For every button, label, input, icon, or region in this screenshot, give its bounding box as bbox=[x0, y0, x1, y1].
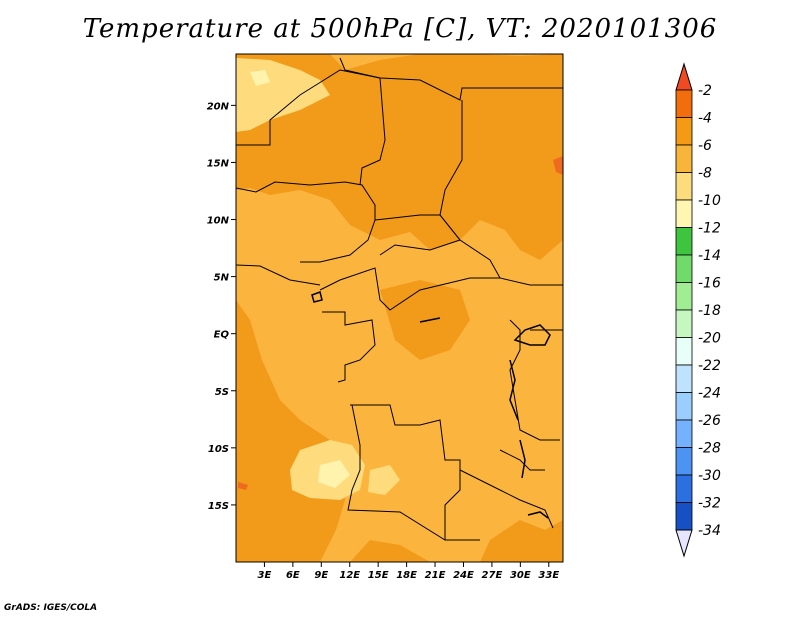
lon-tick-label: 18E bbox=[396, 570, 417, 581]
temperature-region-minus4 bbox=[380, 280, 470, 360]
lon-tick-label: 30E bbox=[510, 570, 531, 581]
temperature-region-minus2 bbox=[238, 482, 248, 490]
colorbar-label: -34 bbox=[698, 523, 721, 539]
colorbar-label: -30 bbox=[698, 468, 721, 484]
colorbar-label: -24 bbox=[698, 386, 721, 402]
colorbar-label: -22 bbox=[698, 358, 721, 374]
lon-tick-label: 33E bbox=[538, 570, 559, 581]
grads-credit: GrADS: IGES/COLA bbox=[4, 603, 98, 613]
colorbar-label: -32 bbox=[698, 496, 721, 512]
colorbar-label: -18 bbox=[698, 303, 721, 319]
temperature-region-minus4 bbox=[236, 54, 563, 260]
colorbar-label: -28 bbox=[698, 441, 721, 457]
colorbar-segment bbox=[675, 172, 693, 201]
map-frame bbox=[235, 53, 564, 563]
lat-tick-label: 10S bbox=[208, 444, 229, 455]
temperature-region-minus10 bbox=[250, 70, 270, 86]
lon-tick-label: 6E bbox=[286, 570, 300, 581]
temperature-region-minus4 bbox=[480, 520, 563, 562]
colorbar-segment bbox=[675, 337, 693, 366]
lat-tick-label: 15N bbox=[207, 158, 230, 169]
colorbar-label: -26 bbox=[698, 413, 721, 429]
colorbar-segment bbox=[675, 474, 693, 503]
longitude-axis: 3E 6E 9E 12E 15E 18E 21E 24E 27E 30E 33E bbox=[258, 562, 559, 581]
lon-tick-label: 24E bbox=[453, 570, 474, 581]
lat-tick-label: 5N bbox=[214, 273, 230, 284]
colorbar-segment bbox=[675, 309, 693, 338]
lat-tick-label: 10N bbox=[207, 216, 230, 227]
lat-tick-label: 20N bbox=[207, 101, 230, 112]
colorbar-segment bbox=[675, 227, 693, 256]
colorbar-label: -8 bbox=[698, 166, 712, 182]
colorbar-label: -2 bbox=[698, 83, 712, 99]
temperature-region-minus10 bbox=[318, 460, 350, 488]
colorbar-segment bbox=[675, 364, 693, 393]
colorbar-top-arrow bbox=[675, 62, 693, 91]
country-borders bbox=[236, 57, 563, 541]
temperature-region-minus8 bbox=[368, 465, 400, 495]
colorbar-label: -6 bbox=[698, 138, 712, 154]
colorbar-segment bbox=[675, 419, 693, 448]
chart-title: Temperature at 500hPa [C], VT: 202010130… bbox=[82, 14, 718, 44]
colorbar-segment bbox=[675, 282, 693, 311]
lon-tick-label: 27E bbox=[482, 570, 503, 581]
colorbar-segment bbox=[675, 199, 693, 228]
lon-tick-label: 15E bbox=[368, 570, 389, 581]
colorbar-label: -16 bbox=[698, 276, 721, 292]
colorbar: -2 -4 -6 -8 -10 -12 -14 -16 -18 -20 -22 -24 -26 -28 -3… bbox=[675, 62, 721, 558]
lat-tick-label: 5S bbox=[215, 387, 229, 398]
lat-tick-label: 15S bbox=[208, 501, 229, 512]
lakes bbox=[311, 291, 551, 519]
colorbar-segment bbox=[675, 502, 693, 531]
lon-tick-label: 12E bbox=[339, 570, 360, 581]
colorbar-segment bbox=[675, 89, 693, 118]
lon-tick-label: 21E bbox=[425, 570, 446, 581]
temperature-region-minus4 bbox=[350, 540, 430, 562]
colorbar-segment bbox=[675, 447, 693, 476]
colorbar-bottom-arrow bbox=[675, 529, 693, 558]
colorbar-label: -20 bbox=[698, 331, 721, 347]
colorbar-label: -4 bbox=[698, 111, 712, 127]
colorbar-segment bbox=[675, 144, 693, 173]
lon-tick-label: 9E bbox=[314, 570, 328, 581]
colorbar-label: -14 bbox=[698, 248, 721, 264]
colorbar-segment bbox=[675, 117, 693, 146]
colorbar-label: -12 bbox=[698, 221, 721, 237]
lat-tick-label: EQ bbox=[214, 330, 230, 341]
colorbar-segment bbox=[675, 254, 693, 283]
colorbar-segment bbox=[675, 392, 693, 421]
temperature-region-minus2 bbox=[553, 156, 563, 175]
colorbar-label: -10 bbox=[698, 193, 721, 209]
lon-tick-label: 3E bbox=[258, 570, 272, 581]
map-area bbox=[236, 54, 563, 562]
latitude-axis: 20N 15N 10N 5N EQ 5S 10S 15S bbox=[207, 101, 236, 512]
